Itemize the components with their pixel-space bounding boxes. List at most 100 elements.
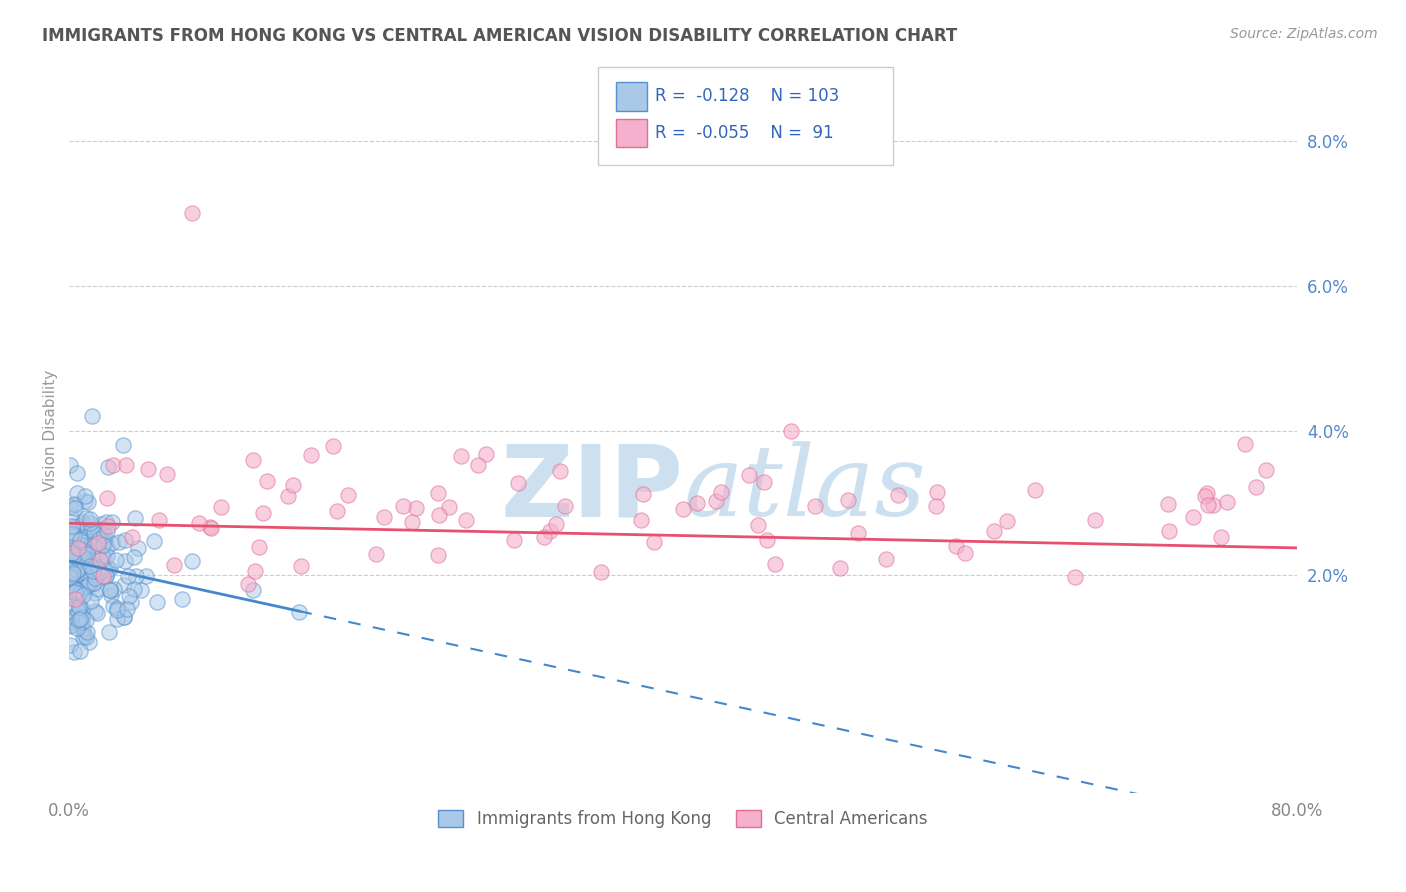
- Point: [76, 625, 98, 640]
- Point: [69, 556, 91, 570]
- Point: [79, 558, 101, 573]
- Point: [467, 458, 489, 472]
- Point: [1157, 524, 1180, 538]
- Point: [59, 458, 82, 472]
- Point: [86, 536, 108, 550]
- Point: [91, 548, 114, 562]
- Point: [474, 447, 496, 461]
- Point: [80, 594, 103, 608]
- Point: [72, 580, 94, 594]
- Point: [506, 476, 529, 491]
- Point: [65, 609, 87, 624]
- Point: [59, 540, 82, 554]
- Point: [86, 607, 108, 621]
- Point: [112, 610, 135, 624]
- Point: [60, 518, 83, 533]
- Point: [107, 601, 129, 615]
- Point: [67, 605, 90, 619]
- Point: [631, 486, 654, 500]
- Point: [59, 553, 82, 567]
- Point: [76, 546, 98, 560]
- Point: [87, 525, 110, 540]
- Point: [87, 524, 110, 539]
- Point: [146, 595, 169, 609]
- Point: [65, 565, 87, 579]
- Point: [62, 525, 84, 540]
- Point: [114, 609, 136, 624]
- Y-axis label: Vision Disability: Vision Disability: [44, 370, 58, 491]
- Point: [59, 618, 82, 632]
- Point: [875, 552, 897, 566]
- Point: [77, 635, 100, 649]
- Point: [63, 565, 86, 579]
- Point: [75, 550, 97, 565]
- Point: [79, 526, 101, 541]
- Point: [93, 560, 115, 574]
- Point: [671, 502, 693, 516]
- Point: [122, 549, 145, 564]
- Point: [803, 499, 825, 513]
- Point: [75, 490, 97, 504]
- Point: [94, 567, 117, 582]
- Point: [94, 566, 117, 580]
- Point: [242, 582, 264, 597]
- Point: [69, 551, 91, 566]
- Point: [70, 532, 93, 546]
- Point: [73, 569, 96, 583]
- Point: [685, 496, 707, 510]
- Point: [454, 513, 477, 527]
- Point: [336, 488, 359, 502]
- Point: [97, 519, 120, 533]
- Point: [288, 605, 311, 619]
- Point: [93, 550, 115, 565]
- Point: [1215, 495, 1237, 509]
- Point: [115, 458, 138, 473]
- Point: [737, 467, 759, 482]
- Point: [96, 515, 118, 529]
- Point: [80, 538, 103, 552]
- Point: [187, 516, 209, 530]
- Point: [114, 554, 136, 568]
- Point: [91, 522, 114, 536]
- Point: [70, 610, 93, 624]
- Point: [97, 459, 120, 474]
- Point: [62, 588, 84, 602]
- Point: [170, 592, 193, 607]
- Point: [887, 488, 910, 502]
- Point: [245, 565, 267, 579]
- Point: [66, 567, 89, 582]
- Point: [72, 631, 94, 645]
- Point: [67, 547, 90, 561]
- Point: [70, 550, 93, 565]
- Point: [83, 557, 105, 571]
- Point: [72, 580, 94, 594]
- Point: [62, 547, 84, 561]
- Point: [84, 559, 107, 574]
- Text: Source: ZipAtlas.com: Source: ZipAtlas.com: [1230, 27, 1378, 41]
- Point: [75, 510, 97, 524]
- Point: [101, 599, 124, 613]
- Point: [59, 500, 82, 515]
- Point: [66, 613, 89, 627]
- Point: [148, 513, 170, 527]
- Point: [538, 524, 561, 538]
- Point: [401, 516, 423, 530]
- Point: [62, 561, 84, 575]
- Point: [67, 599, 90, 614]
- Point: [181, 206, 204, 220]
- Point: [65, 501, 87, 516]
- Point: [927, 484, 949, 499]
- Point: [62, 585, 84, 599]
- Point: [65, 583, 87, 598]
- Point: [124, 510, 146, 524]
- Point: [79, 516, 101, 530]
- Point: [114, 533, 136, 547]
- Point: [630, 512, 652, 526]
- Point: [63, 582, 86, 596]
- Point: [67, 538, 90, 552]
- Point: [111, 438, 134, 452]
- Point: [75, 567, 97, 582]
- Point: [59, 638, 82, 652]
- Point: [104, 553, 127, 567]
- Point: [72, 543, 94, 558]
